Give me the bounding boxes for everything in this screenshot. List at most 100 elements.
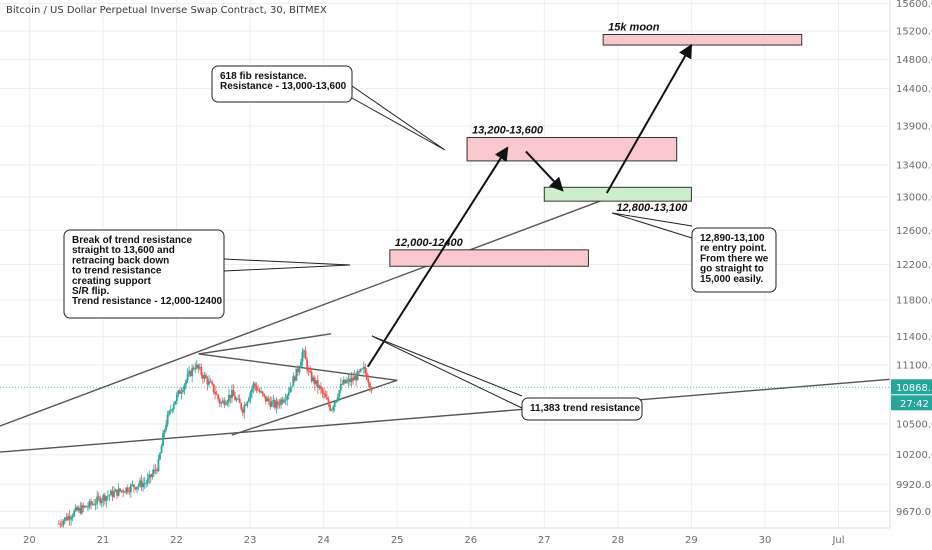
note-trend-resistance-pointer <box>371 335 523 409</box>
y-tick-label: 13000.0 <box>896 193 932 204</box>
candle-body <box>278 404 281 406</box>
candle-body <box>247 398 250 402</box>
candle-body <box>346 380 348 383</box>
countdown-value: 27:42 <box>900 399 929 410</box>
candle-body <box>123 492 126 493</box>
candle-body <box>280 399 282 405</box>
upper-trend-line <box>198 333 332 355</box>
note-entry-point-line: go straight to <box>700 264 764 275</box>
zone-15k-moon <box>602 33 803 46</box>
candle-body <box>214 391 217 395</box>
note-entry-point-line: re entry point. <box>700 243 767 254</box>
candle-body <box>349 378 351 382</box>
candle-body <box>179 390 181 394</box>
candle-body <box>137 485 140 487</box>
candle-body <box>342 379 345 385</box>
candle-body <box>255 386 258 391</box>
candle-body <box>365 372 368 380</box>
candle-body <box>266 398 269 402</box>
candle-body <box>128 491 131 493</box>
candle-body <box>111 490 114 497</box>
candle-body <box>339 383 342 391</box>
candle-body <box>211 382 213 385</box>
candle-body <box>353 376 356 381</box>
countdown-badge <box>891 395 932 411</box>
candle-body <box>347 378 350 381</box>
x-tick-label: 27 <box>538 535 551 546</box>
candle-body <box>303 350 305 353</box>
candle-body <box>226 401 229 404</box>
candle-body <box>319 385 322 389</box>
candle-body <box>364 366 367 373</box>
candle-body <box>208 381 210 385</box>
candle-body <box>286 395 289 400</box>
zone-13200-13600 <box>466 136 678 162</box>
candle-body <box>106 495 109 497</box>
candle-body <box>361 368 364 370</box>
candle-body <box>330 409 333 411</box>
candle-body <box>145 483 148 484</box>
candle-body <box>244 405 247 406</box>
candle-body <box>221 400 224 403</box>
candle-body <box>180 391 183 394</box>
candle-body <box>215 394 218 395</box>
zone-12800-13100 <box>543 186 692 202</box>
candle-body <box>139 480 141 486</box>
candle-body <box>105 496 108 501</box>
y-tick-label: 13400.0 <box>896 160 932 171</box>
candle-body <box>275 401 278 408</box>
y-tick-label: 13900.0 <box>896 121 932 132</box>
current-price-tag: 10868.5 27:42 <box>0 379 932 411</box>
candle-body <box>281 399 284 403</box>
candle-body <box>151 473 154 477</box>
candle-body <box>237 398 240 400</box>
y-tick-label: 12200.0 <box>896 260 932 271</box>
x-tick-label: 30 <box>759 535 772 546</box>
note-618-fib-line: 618 fib resistance. <box>220 71 307 82</box>
y-tick-label: 14800.0 <box>896 55 932 66</box>
candle-body <box>162 433 164 446</box>
candle-body <box>61 524 63 526</box>
x-tick-label: 20 <box>23 535 36 546</box>
candle-body <box>77 507 80 511</box>
arrow-down <box>525 150 564 192</box>
candle-body <box>159 453 161 460</box>
candle-body <box>177 390 180 395</box>
candle-body <box>79 507 82 514</box>
y-tick-label: 11800.0 <box>896 295 932 306</box>
candle-body <box>300 361 302 368</box>
candle-body <box>90 501 92 505</box>
candle-body <box>189 371 192 377</box>
long-support-line <box>0 188 633 427</box>
zone-15k-moon-label: 15k moon <box>608 21 660 33</box>
candle-body <box>65 517 68 521</box>
candle-body <box>309 370 312 372</box>
note-entry-point-box <box>691 227 777 293</box>
note-entry-point-pointer <box>611 212 693 239</box>
x-tick-label: 23 <box>244 535 257 546</box>
candle-body <box>218 399 221 404</box>
note-break-trend-line: creating support <box>72 276 152 287</box>
candle-body <box>140 480 143 488</box>
candle-body <box>217 394 220 400</box>
candle-body <box>310 371 313 382</box>
candle-body <box>234 395 236 401</box>
candle-body <box>87 506 89 508</box>
note-break-trend-box <box>63 229 225 319</box>
candle-body <box>312 377 315 382</box>
candle-body <box>57 523 60 525</box>
candle-body <box>94 503 97 505</box>
candle-body <box>295 368 298 381</box>
candle-body <box>261 391 264 395</box>
candle-body <box>321 388 324 393</box>
candle-body <box>163 429 166 434</box>
candle-body <box>272 400 275 402</box>
candle-body <box>174 400 177 405</box>
candle-body <box>356 371 359 381</box>
candle-body <box>119 488 122 491</box>
candle-body <box>182 390 184 392</box>
candle-body <box>324 393 327 398</box>
candle-body <box>228 394 230 402</box>
candle-body <box>91 503 94 505</box>
grid <box>0 0 890 528</box>
